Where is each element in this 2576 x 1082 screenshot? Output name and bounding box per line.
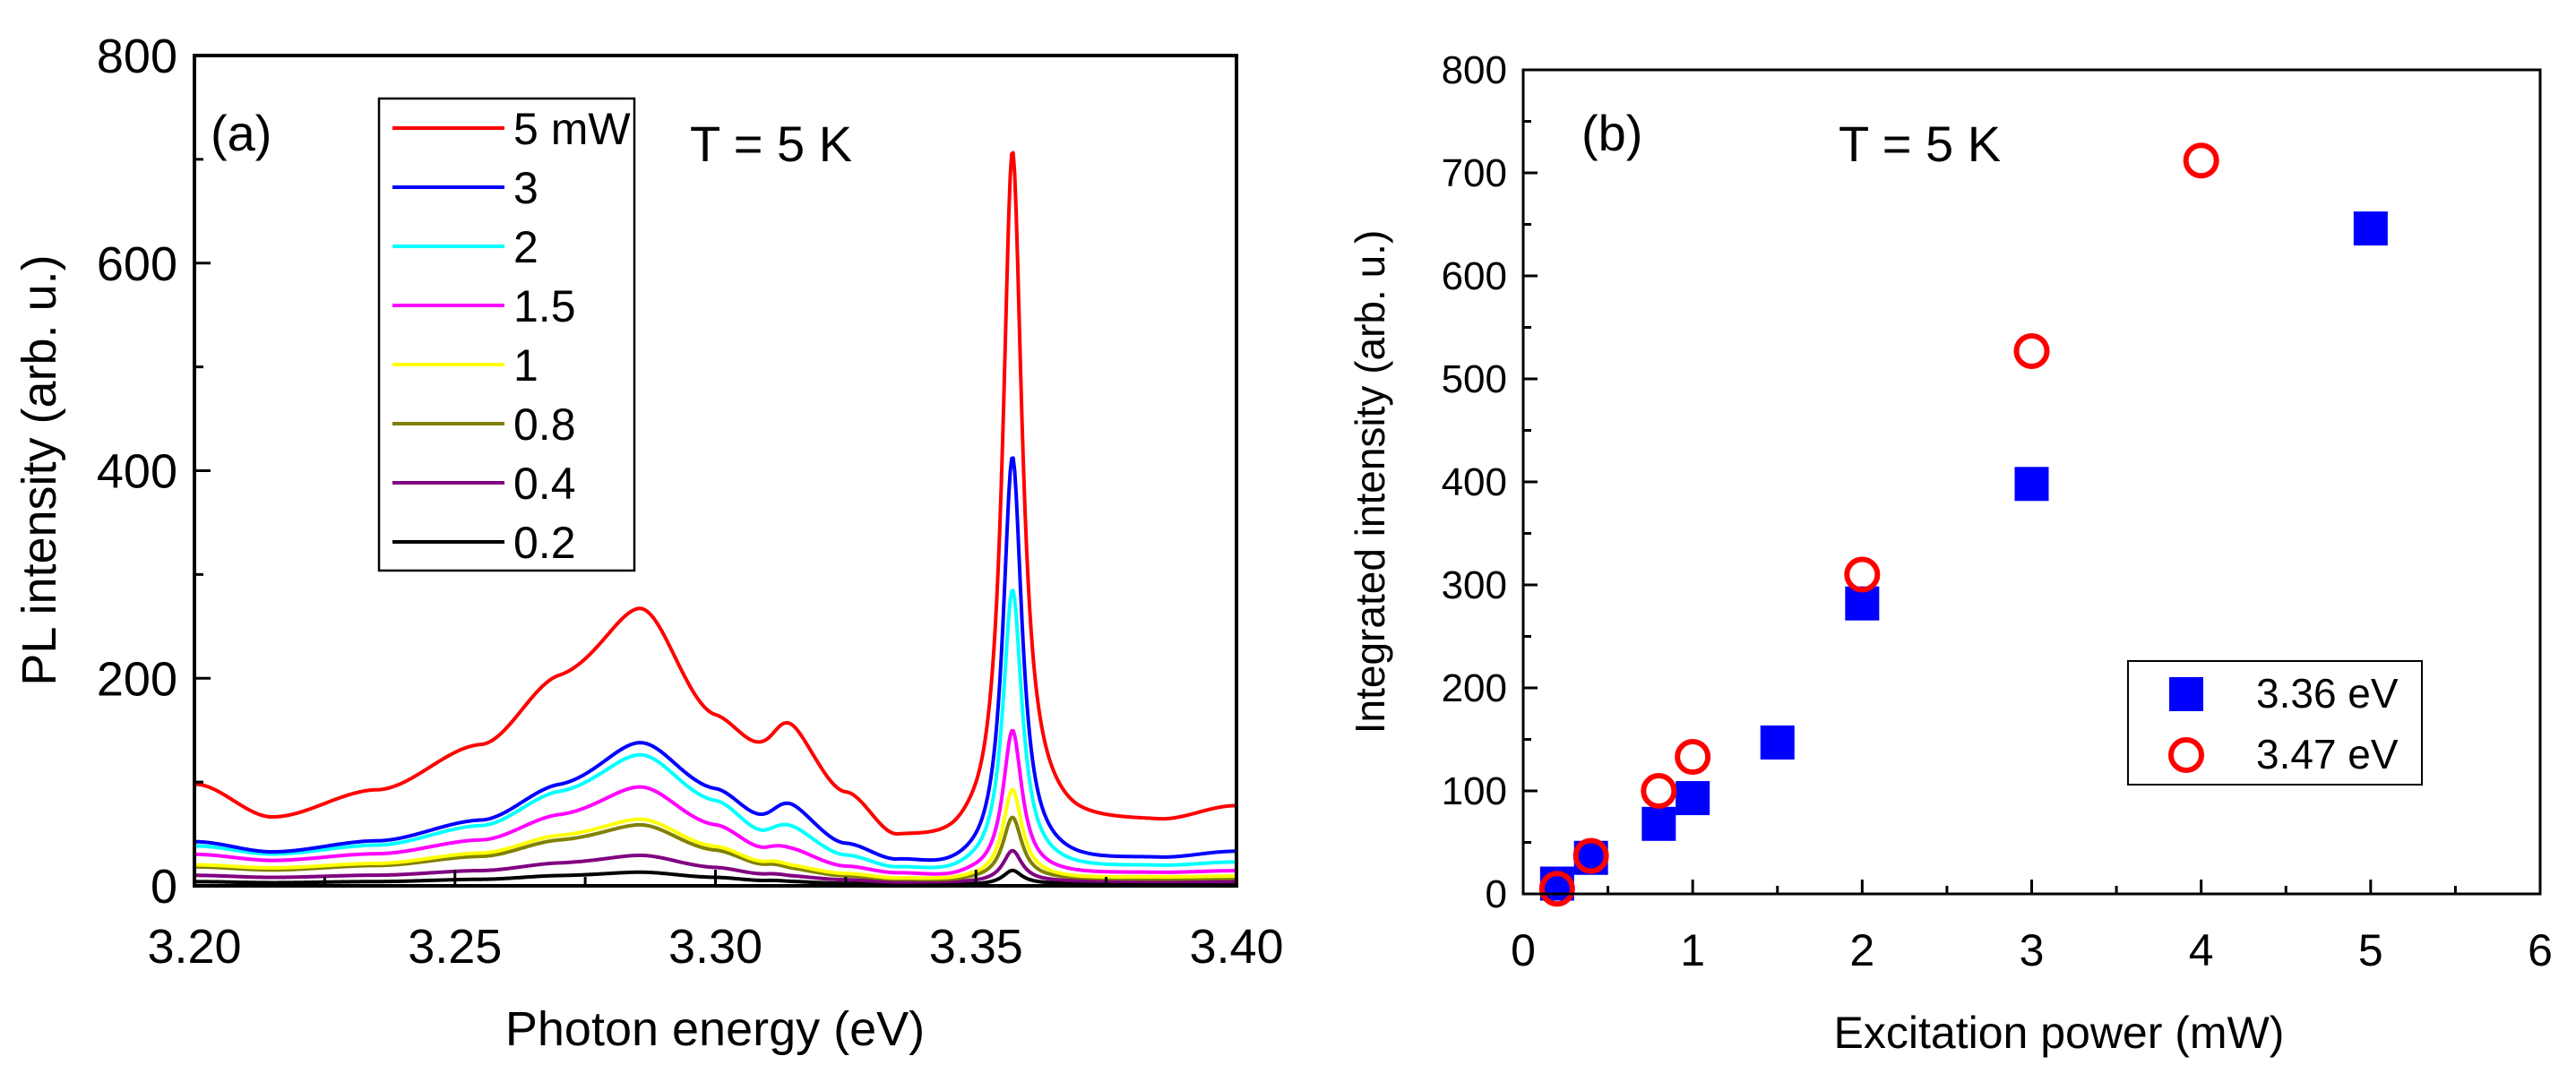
panel-b-x-tick-label: 3 [2020, 925, 2045, 975]
panel-a-series-line [194, 787, 1237, 880]
panel-b-x-tick-label: 4 [2189, 925, 2214, 975]
panel-a-label: (a) [211, 105, 271, 161]
panel-a-frame [193, 54, 1238, 888]
panel-a-y-axis-label: PL intensity (arb. u.) [13, 254, 66, 685]
panel-a-legend-label: 1 [513, 340, 538, 391]
panel-a-legend-label: 2 [513, 222, 538, 272]
panel-b: 0 1 2 3 4 5 6 0 100 200 300 400 500 600 700 800 (b) T =… [1347, 48, 2553, 1058]
panel-a-y-tick-label: 200 [97, 652, 177, 706]
panel-b-y-tick-label: 200 [1442, 666, 1507, 710]
panel-a-legend-label: 0.2 [513, 518, 576, 568]
panel-a-legend-label: 0.4 [513, 459, 576, 509]
panel-b-y-tick-label: 0 [1486, 872, 1507, 916]
panel-b-legend: 3.36 eV 3.47 eV [2127, 660, 2423, 786]
panel-b-label: (b) [1581, 105, 1642, 161]
panel-b-y-tick-label: 800 [1442, 48, 1507, 92]
panel-b-data-point [1844, 556, 1881, 593]
panel-a-series-line [194, 456, 1237, 863]
panel-b-x-tick-label: 1 [1680, 925, 1705, 975]
panel-b-legend-marker [2168, 737, 2204, 773]
panel-b-y-tick-label: 400 [1442, 460, 1507, 504]
panel-b-temperature: T = 5 K [1839, 116, 2001, 172]
panel-a-series-line [194, 848, 1237, 884]
panel-a-series-line [194, 728, 1237, 876]
panel-a-x-tick-label: 3.25 [408, 920, 502, 974]
panel-b-data-point [2013, 332, 2050, 369]
panel-a-series-group [194, 150, 1237, 887]
panel-b-x-tick-label: 5 [2358, 925, 2383, 975]
panel-a-legend: 5 mW 3 2 1.5 1 0.8 0.4 0.2 [377, 97, 636, 572]
panel-a-series-line [194, 150, 1237, 837]
panel-b-data-point [1676, 781, 1710, 816]
panel-b-data-point [1572, 837, 1609, 874]
panel-a-y-tick-label: 400 [97, 445, 177, 499]
panel-a: 3.20 3.25 3.30 3.35 3.40 0 200 400 600 800 (a) T … [13, 30, 1284, 1056]
panel-b-x-axis-label: Excitation power (mW) [1834, 1008, 2285, 1058]
panel-a-legend-label: 1.5 [513, 281, 576, 331]
panel-a-legend-label: 0.8 [513, 399, 576, 450]
panel-b-y-tick-label: 500 [1442, 357, 1507, 401]
panel-b-data-point [2014, 467, 2049, 502]
panel-a-ticks: 3.20 3.25 3.30 3.35 3.40 0 200 400 600 800 [97, 30, 1284, 974]
panel-a-x-tick-label: 3.35 [929, 920, 1023, 974]
panel-a-legend-entries: 5 mW 3 2 1.5 1 0.8 0.4 0.2 [392, 104, 631, 568]
panel-b-legend-entries: 3.36 eV 3.47 eV [2168, 670, 2399, 777]
panel-b-y-tick-label: 300 [1442, 563, 1507, 607]
panel-b-legend-label: 3.47 eV [2256, 731, 2399, 777]
panel-b-data-point [1538, 871, 1575, 907]
panel-a-temperature: T = 5 K [690, 116, 852, 172]
panel-a-x-tick-label: 3.30 [668, 920, 762, 974]
panel-a-y-tick-label: 600 [97, 237, 177, 291]
panel-b-y-tick-label: 100 [1442, 769, 1507, 813]
panel-b-y-tick-label: 700 [1442, 151, 1507, 195]
panel-a-legend-box [377, 97, 636, 572]
panel-b-data-point [1641, 806, 1676, 841]
panel-a-legend-label: 3 [513, 163, 538, 213]
panel-b-x-tick-label: 0 [1511, 925, 1536, 975]
panel-a-y-tick-label: 800 [97, 30, 177, 83]
panel-b-data-point [1641, 773, 1677, 809]
panel-b-data-point [1760, 725, 1795, 760]
panel-b-x-tick-label: 2 [1849, 925, 1874, 975]
panel-a-series-line [194, 815, 1237, 882]
panel-b-y-tick-label: 600 [1442, 254, 1507, 298]
panel-b-legend-marker [2169, 677, 2203, 711]
panel-b-legend-label: 3.36 eV [2256, 670, 2399, 717]
panel-a-x-tick-label: 3.40 [1189, 920, 1283, 974]
panel-a-y-tick-label: 0 [151, 860, 177, 914]
panel-a-legend-label: 5 mW [513, 104, 631, 154]
panel-a-x-axis-label: Photon energy (eV) [505, 1002, 925, 1056]
panel-b-x-tick-label: 6 [2528, 925, 2553, 975]
panel-b-data-point [1675, 739, 1711, 776]
panel-b-y-axis-label: Integrated intensity (arb. u.) [1347, 230, 1393, 734]
panel-b-data-point [2353, 211, 2388, 246]
panel-a-x-tick-label: 3.20 [147, 920, 241, 974]
panel-b-frame [1521, 68, 2542, 896]
panel-b-data-point [2183, 142, 2219, 179]
panel-a-series-line [194, 588, 1237, 870]
